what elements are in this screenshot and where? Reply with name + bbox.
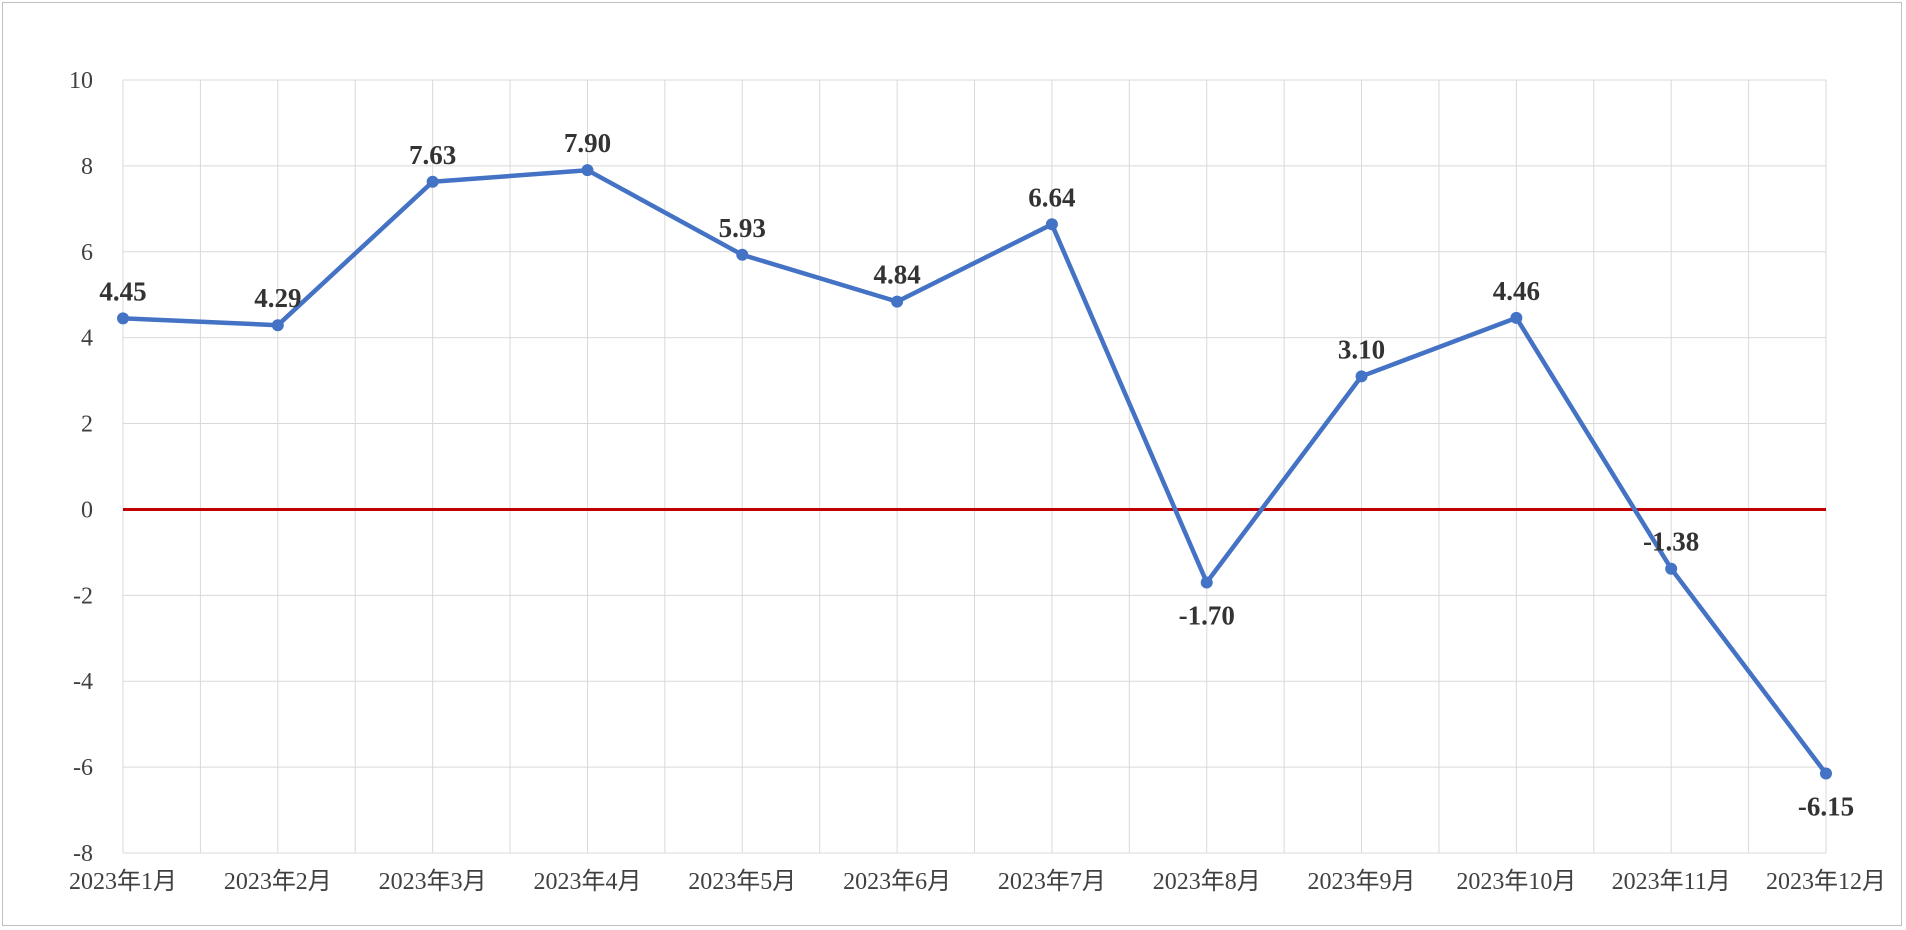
- data-label-10: 4.46: [1493, 276, 1540, 306]
- data-label-9: 3.10: [1338, 334, 1385, 364]
- x-tick-label: 2023年6月: [843, 868, 951, 895]
- x-tick-label: 2023年7月: [998, 868, 1106, 895]
- x-tick-label: 2023年4月: [533, 868, 641, 895]
- data-label-8: -1.70: [1179, 600, 1235, 630]
- x-tick-label: 2023年10月: [1456, 868, 1576, 895]
- data-point-10: [1510, 311, 1523, 324]
- data-label-3: 7.63: [409, 140, 456, 170]
- x-tick-label: 2023年11月: [1612, 868, 1731, 895]
- data-point-12: [1820, 767, 1832, 780]
- y-tick-label: -6: [73, 755, 93, 781]
- data-label-1: 4.45: [99, 276, 146, 306]
- x-axis-tick-labels: 2023年1月 2023年2月 2023年3月 2023年4月 2023年5月 2023年…: [69, 868, 1886, 895]
- y-axis-tick-labels: 10 8 6 4 2 0 -2 -4 -6 -8: [69, 68, 93, 867]
- y-tick-label: 8: [81, 154, 93, 180]
- data-point-7: [1045, 218, 1058, 231]
- series-polyline: [120, 167, 1829, 776]
- data-point-11: [1665, 562, 1678, 575]
- data-label-4: 7.90: [564, 128, 611, 158]
- x-tick-label: 2023年5月: [688, 868, 796, 895]
- data-point-8: [1200, 576, 1213, 589]
- data-label-5: 5.93: [719, 213, 766, 243]
- data-label-11: -1.38: [1643, 527, 1699, 557]
- data-labels: 4.45 4.29 7.63 7.90 5.93 4.84 6.64 -1.70 3.10 4.4…: [99, 128, 1854, 821]
- x-tick-label: 2023年3月: [379, 868, 487, 895]
- data-point-1: [117, 312, 129, 325]
- data-point-4: [581, 164, 594, 177]
- data-label-7: 6.64: [1028, 182, 1075, 212]
- x-tick-label: 2023年2月: [224, 868, 332, 895]
- y-tick-label: -2: [73, 583, 93, 609]
- y-tick-label: -8: [73, 841, 93, 867]
- data-points: [117, 164, 1832, 780]
- y-tick-label: 10: [69, 68, 93, 94]
- y-tick-label: 0: [81, 497, 93, 523]
- data-label-12: -6.15: [1798, 792, 1854, 822]
- x-tick-label: 2023年9月: [1308, 868, 1416, 895]
- x-tick-label: 2023年1月: [69, 868, 177, 895]
- series-line: [120, 167, 1829, 776]
- data-point-9: [1355, 370, 1368, 383]
- x-tick-label: 2023年8月: [1153, 868, 1261, 895]
- y-tick-label: 2: [81, 412, 93, 438]
- data-point-6: [891, 295, 904, 308]
- y-tick-label: 6: [81, 240, 93, 266]
- data-point-3: [426, 175, 439, 188]
- grid-lines: [122, 79, 1827, 854]
- data-point-5: [736, 248, 749, 261]
- data-point-2: [271, 319, 284, 332]
- y-tick-label: -4: [73, 669, 93, 695]
- data-label-2: 4.29: [254, 283, 301, 313]
- data-label-6: 4.84: [873, 260, 920, 290]
- x-tick-label: 2023年12月: [1766, 868, 1886, 895]
- y-tick-label: 4: [81, 326, 93, 352]
